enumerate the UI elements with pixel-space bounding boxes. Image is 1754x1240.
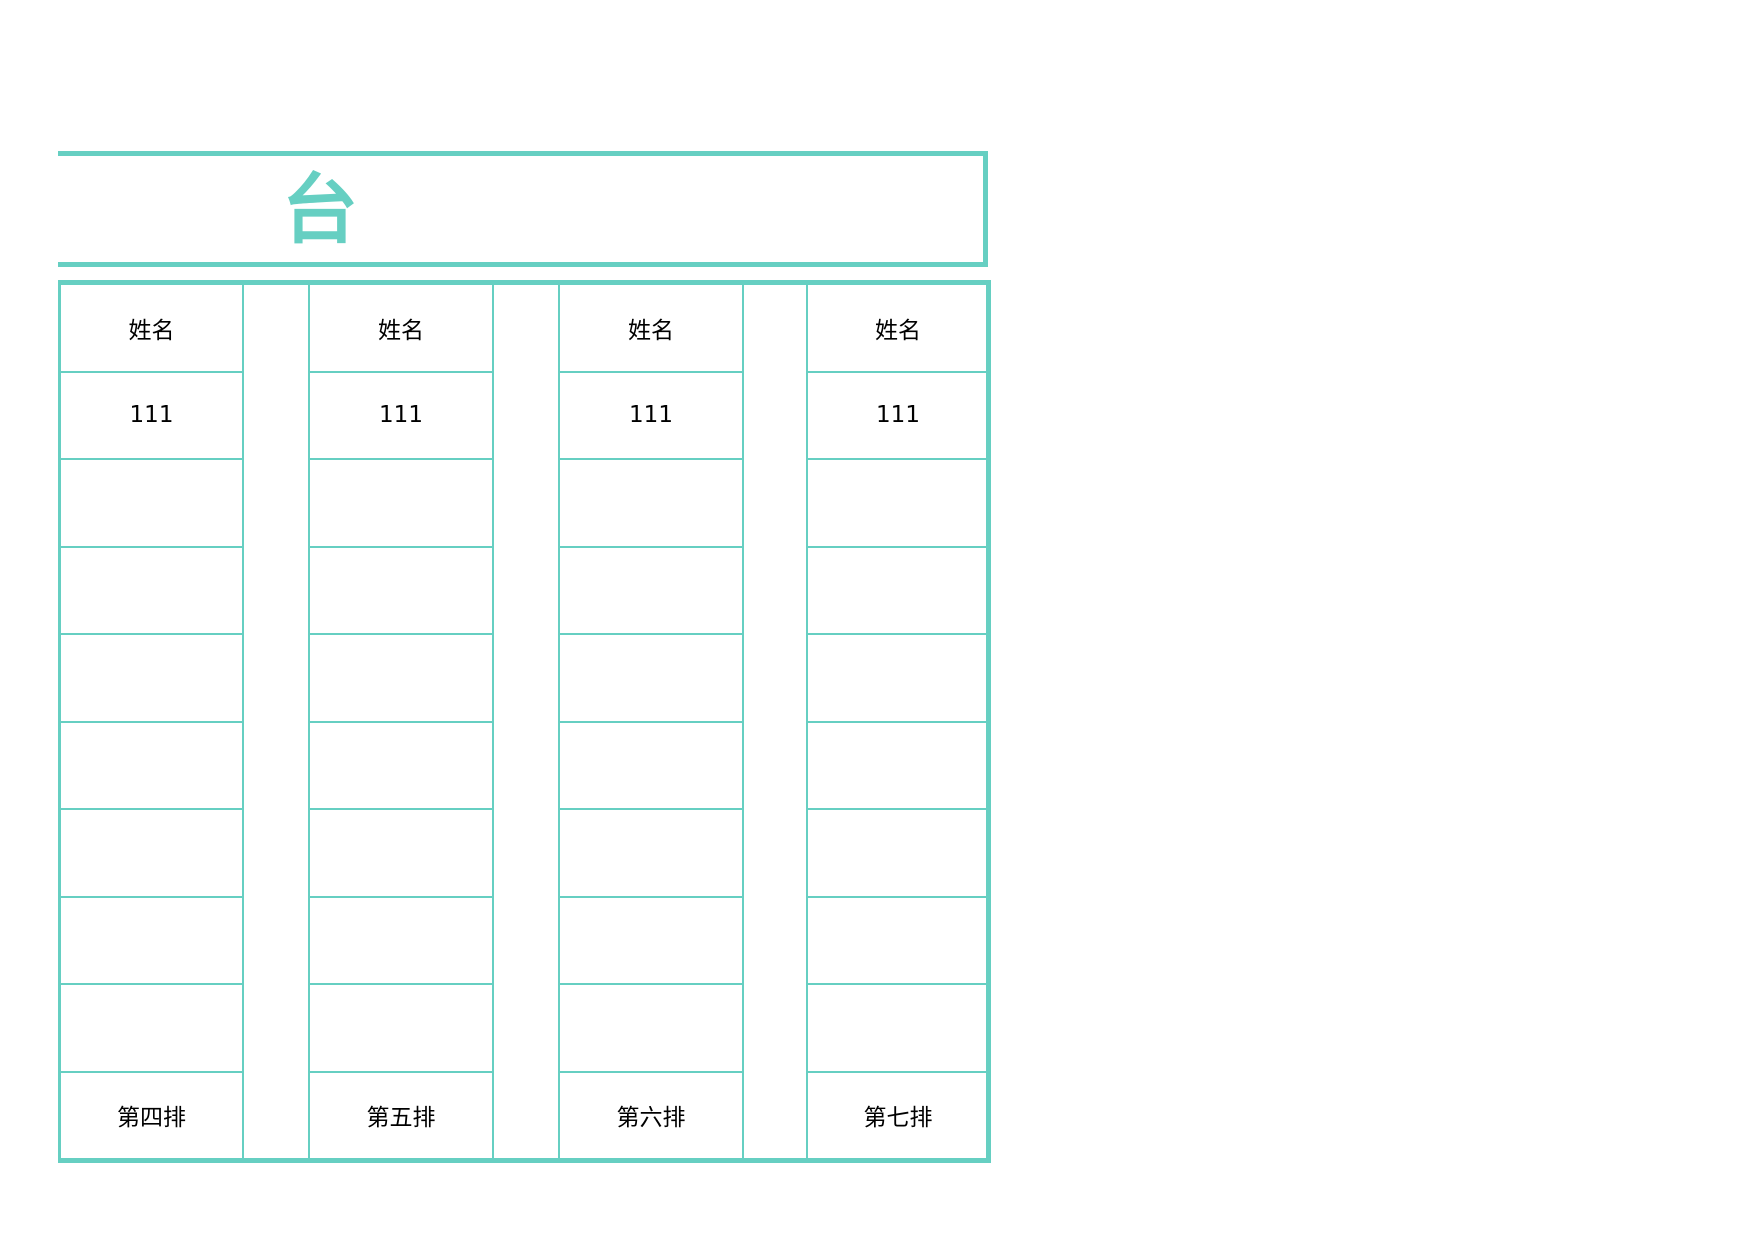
seat-cell[interactable]: 111 — [560, 373, 742, 460]
seat-cell[interactable] — [808, 723, 988, 810]
seat-cell[interactable]: 111 — [310, 373, 492, 460]
seat-cell[interactable] — [560, 723, 742, 810]
seat-cell[interactable] — [808, 985, 988, 1073]
row-label[interactable]: 第四排 — [117, 1105, 186, 1132]
seat-cell[interactable] — [560, 810, 742, 898]
seat-cell[interactable]: 111 — [61, 373, 242, 460]
seat-cell[interactable] — [61, 810, 242, 898]
seat-column: 姓名 111 第四排 — [58, 285, 244, 1158]
seat-cell[interactable] — [310, 635, 492, 723]
seat-cell[interactable]: 111 — [808, 373, 988, 460]
seat-cell[interactable] — [560, 985, 742, 1073]
seat-cell[interactable] — [61, 635, 242, 723]
seat-cell[interactable] — [808, 810, 988, 898]
seat-cell[interactable] — [560, 898, 742, 985]
seat-cell[interactable] — [61, 548, 242, 635]
seat-cell[interactable] — [61, 985, 242, 1073]
seat-cell[interactable] — [560, 548, 742, 635]
seat-cell[interactable] — [61, 723, 242, 810]
seating-table: 姓名 111 第四排 姓名 111 第五排 姓名 111 第六排 姓名 111 第七排 — [58, 280, 991, 1163]
seat-cell[interactable] — [310, 810, 492, 898]
seat-cell[interactable] — [808, 635, 988, 723]
seat-cell[interactable] — [310, 985, 492, 1073]
title-box — [58, 151, 988, 267]
column-header[interactable]: 姓名 — [310, 285, 492, 373]
seat-cell[interactable] — [61, 898, 242, 985]
column-header[interactable]: 姓名 — [560, 285, 742, 373]
seat-cell[interactable] — [310, 548, 492, 635]
column-header[interactable]: 姓名 — [61, 285, 242, 373]
row-label[interactable]: 第六排 — [616, 1105, 686, 1132]
seat-column: 姓名 111 第七排 — [806, 285, 988, 1158]
column-header[interactable]: 姓名 — [808, 285, 988, 373]
seat-cell[interactable] — [310, 898, 492, 985]
seat-cell[interactable] — [310, 460, 492, 548]
seat-cell[interactable] — [808, 898, 988, 985]
row-label[interactable]: 第五排 — [366, 1105, 436, 1132]
seat-column: 姓名 111 第五排 — [308, 285, 494, 1158]
page-title: 台 — [282, 165, 358, 254]
seat-cell[interactable] — [310, 723, 492, 810]
seat-cell[interactable] — [560, 635, 742, 723]
seat-cell[interactable] — [808, 460, 988, 548]
row-label[interactable]: 第七排 — [863, 1105, 933, 1132]
seat-cell[interactable] — [808, 548, 988, 635]
seat-cell[interactable] — [560, 460, 742, 548]
seat-column: 姓名 111 第六排 — [558, 285, 744, 1158]
seat-cell[interactable] — [61, 460, 242, 548]
